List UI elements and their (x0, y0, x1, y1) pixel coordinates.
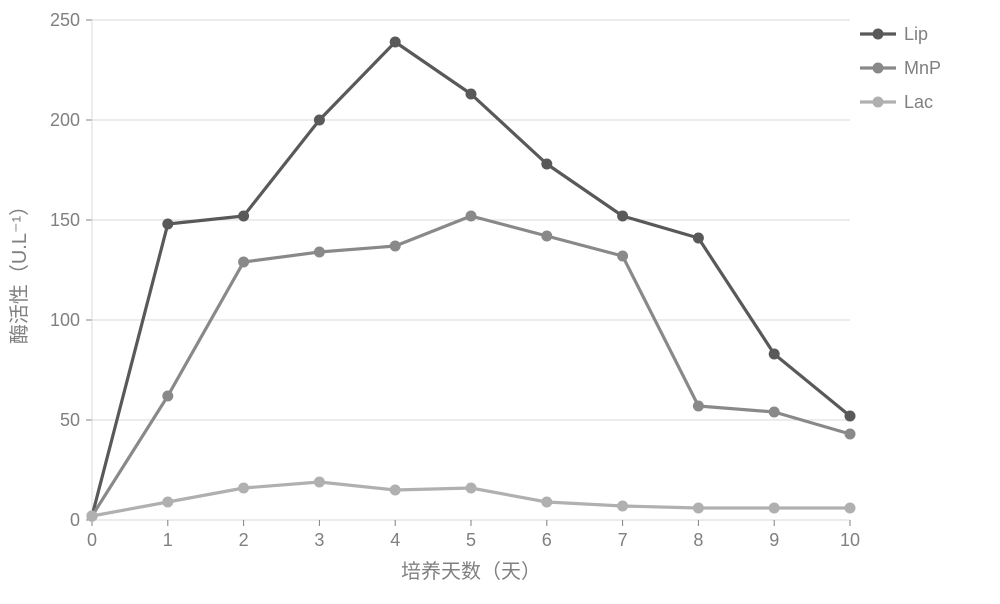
x-tick-label: 6 (542, 530, 552, 550)
series-marker (541, 497, 552, 508)
series-marker (769, 503, 780, 514)
x-tick-label: 3 (314, 530, 324, 550)
series-marker (314, 477, 325, 488)
legend-marker (873, 97, 884, 108)
x-tick-label: 0 (87, 530, 97, 550)
series-marker (390, 241, 401, 252)
series-marker (466, 89, 477, 100)
y-tick-label: 150 (50, 210, 80, 230)
series-marker (693, 401, 704, 412)
series-marker (238, 483, 249, 494)
x-tick-label: 2 (239, 530, 249, 550)
series-marker (466, 211, 477, 222)
legend-marker (873, 63, 884, 74)
series-marker (769, 349, 780, 360)
series-marker (162, 391, 173, 402)
series-marker (693, 503, 704, 514)
y-axis-label: 酶活性（U.L⁻¹） (8, 196, 31, 344)
series-marker (617, 251, 628, 262)
y-tick-label: 100 (50, 310, 80, 330)
chart-container: 0 50 100 150 200 250 0 1 2 3 4 5 6 7 8 9 10 培养天数（天） 酶活性（U.… (0, 0, 1000, 604)
legend-label: MnP (904, 58, 941, 78)
series-marker (162, 219, 173, 230)
series-marker (238, 257, 249, 268)
legend-marker (873, 29, 884, 40)
series-marker (617, 211, 628, 222)
series-marker (314, 247, 325, 258)
y-tick-label: 200 (50, 110, 80, 130)
series-marker (845, 429, 856, 440)
legend-label: Lip (904, 24, 928, 44)
line-chart: 0 50 100 150 200 250 0 1 2 3 4 5 6 7 8 9 10 培养天数（天） 酶活性（U.… (0, 0, 1000, 604)
series-marker (617, 501, 628, 512)
x-tick-label: 5 (466, 530, 476, 550)
series-marker (845, 411, 856, 422)
series-marker (693, 233, 704, 244)
x-tick-label: 8 (693, 530, 703, 550)
x-tick-label: 1 (163, 530, 173, 550)
y-tick-label: 50 (60, 410, 80, 430)
series-marker (390, 485, 401, 496)
y-tick-label: 250 (50, 10, 80, 30)
x-tick-label: 7 (618, 530, 628, 550)
series-marker (466, 483, 477, 494)
x-tick-label: 9 (769, 530, 779, 550)
x-tick-label: 10 (840, 530, 860, 550)
series-marker (162, 497, 173, 508)
series-marker (238, 211, 249, 222)
legend-label: Lac (904, 92, 933, 112)
series-marker (314, 115, 325, 126)
series-marker (541, 159, 552, 170)
series-marker (87, 511, 98, 522)
series-marker (845, 503, 856, 514)
series-marker (541, 231, 552, 242)
series-marker (390, 37, 401, 48)
y-tick-label: 0 (70, 510, 80, 530)
x-axis-label: 培养天数（天） (401, 560, 541, 583)
x-tick-label: 4 (390, 530, 400, 550)
series-marker (769, 407, 780, 418)
